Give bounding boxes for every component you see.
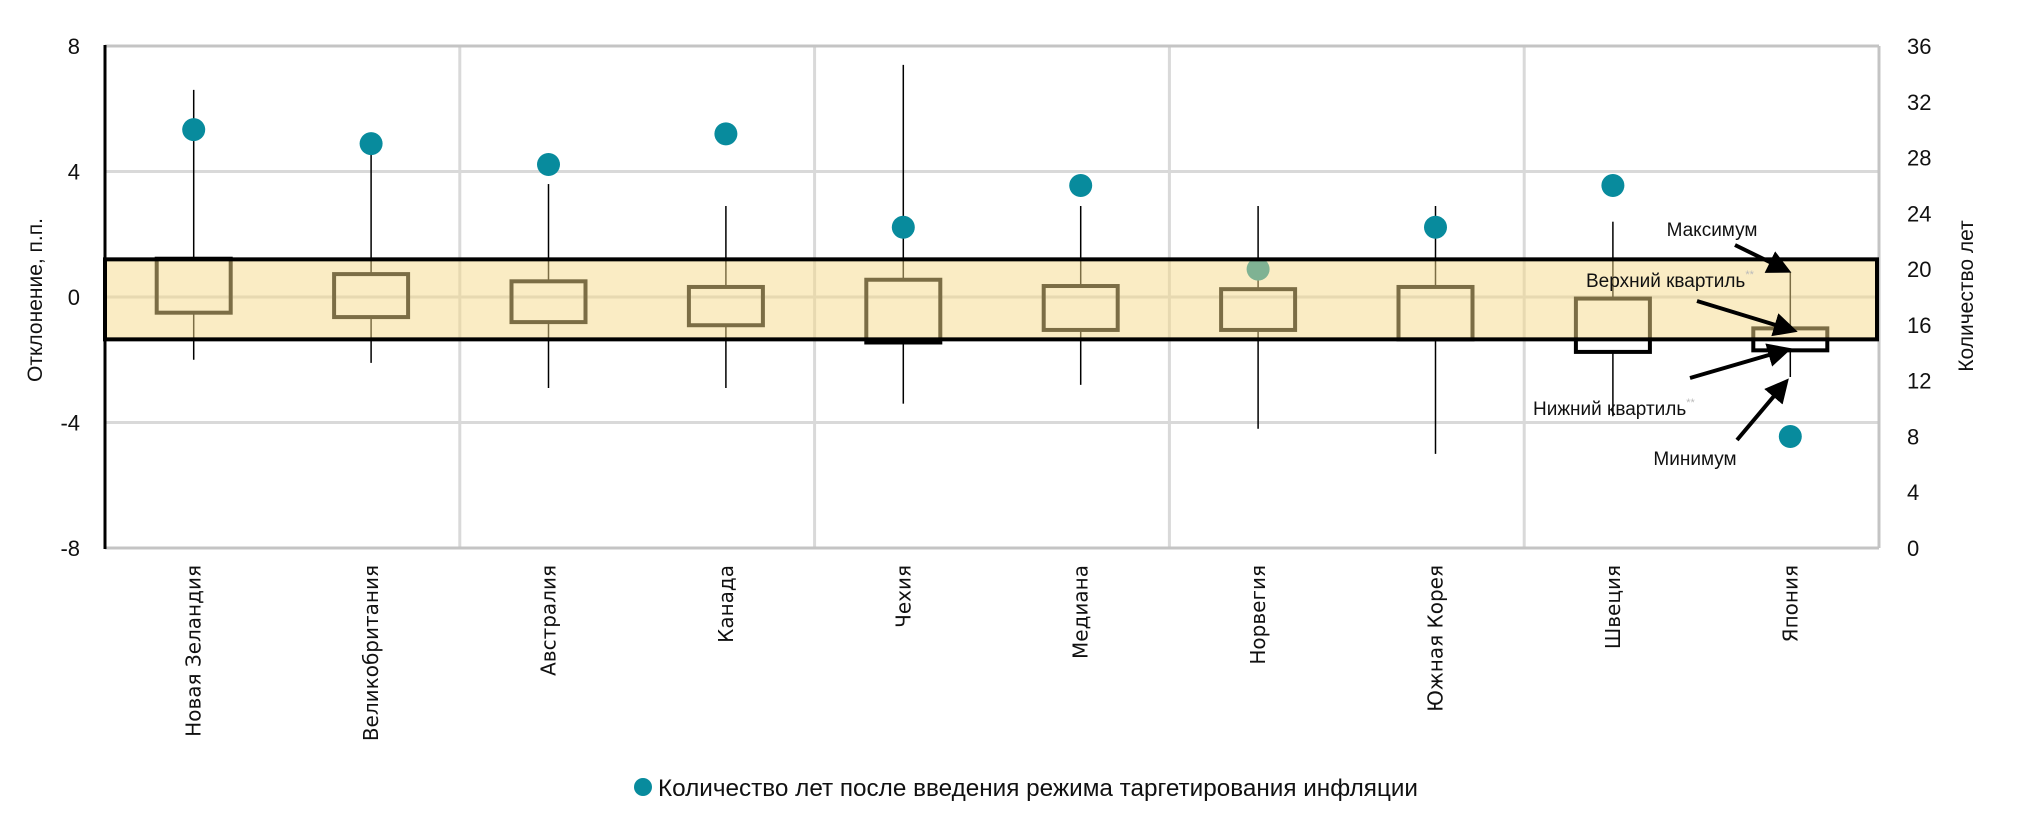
right-tick-label: 28 [1907, 146, 1931, 171]
data-point [714, 122, 738, 146]
category-label: Великобритания [359, 565, 383, 741]
annotation-q1-arrow [1689, 343, 1792, 380]
data-point [1424, 215, 1447, 239]
left-tick-label: 8 [68, 34, 80, 59]
annotation-q3-footnote: ** [1745, 269, 1754, 281]
category-label: Медиана [1069, 565, 1093, 659]
annotation-q3-label: Верхний квартиль [1586, 271, 1745, 292]
dots [182, 118, 1802, 448]
legend: Количество лет после введения режима тар… [634, 775, 1418, 802]
right-tick-label: 12 [1907, 369, 1931, 394]
category-label: Австралия [537, 565, 561, 676]
left-tick-label: 4 [68, 160, 80, 185]
category-label: Норвегия [1246, 565, 1270, 665]
data-point [1778, 424, 1802, 448]
right-tick-label: 0 [1907, 536, 1919, 561]
left-tick-label: -4 [60, 411, 80, 436]
right-tick-label: 8 [1907, 424, 1919, 449]
annotation-q3-arrow [1696, 299, 1798, 337]
right-tick-label: 32 [1907, 90, 1931, 115]
data-point [182, 118, 206, 142]
right-tick-label: 24 [1907, 201, 1931, 226]
right-tick-label: 36 [1907, 34, 1931, 59]
annotation-q1-footnote: ** [1686, 397, 1695, 409]
left-axis-ticks: 8 4 0 -4 -8 [60, 34, 80, 561]
left-tick-label: -8 [60, 536, 80, 561]
category-label: Южная Корея [1424, 565, 1448, 712]
annotation-max-arrow [1734, 243, 1792, 273]
left-tick-label: 0 [68, 285, 80, 310]
data-point [891, 215, 915, 239]
annotation-min: Минимум [1653, 449, 1736, 470]
annotation-q1: Нижний квартиль** [1533, 397, 1696, 420]
category-label: Канада [714, 565, 738, 643]
category-label: Швеция [1601, 565, 1625, 649]
right-tick-label: 4 [1907, 480, 1919, 505]
category-label: Япония [1778, 565, 1802, 642]
annotation-q3: Верхний квартиль** [1586, 269, 1755, 292]
annotations: Максимум Верхний квартиль** Нижний кварт… [1533, 220, 1798, 470]
annotation-q1-label: Нижний квартиль [1533, 399, 1686, 420]
x-axis-labels: Новая Зеландия Великобритания Австралия … [182, 565, 1803, 741]
right-tick-label: 20 [1907, 257, 1931, 282]
category-label: Чехия [891, 565, 915, 628]
legend-label: Количество лет после введения режима тар… [658, 775, 1418, 802]
left-axis-title: Отклонение, п.п. [24, 218, 47, 382]
legend-marker [634, 778, 652, 796]
right-axis-ticks: 36 32 28 24 20 16 12 8 4 0 [1907, 34, 1931, 561]
data-point [537, 153, 560, 177]
annotation-min-arrow [1735, 378, 1789, 442]
right-axis-title: Количество лет [1955, 220, 1978, 372]
data-point [1069, 173, 1093, 197]
right-tick-label: 16 [1907, 313, 1931, 338]
data-point [1601, 173, 1625, 197]
annotation-max: Максимум [1667, 220, 1758, 241]
data-point [359, 132, 383, 156]
category-label: Новая Зеландия [182, 565, 206, 737]
